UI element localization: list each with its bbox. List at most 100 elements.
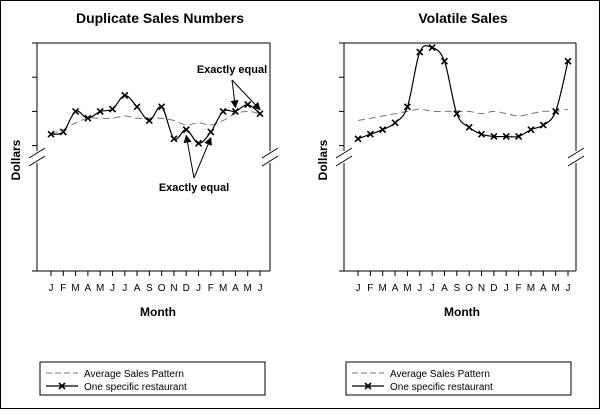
chart-1-restaurant-point xyxy=(170,135,178,143)
chart-2-x-tick-label: J xyxy=(417,283,422,294)
chart-1-x-tick-label: J xyxy=(258,283,263,294)
chart-2-restaurant-point xyxy=(465,123,473,131)
chart-1-ylabel: Dollars xyxy=(9,139,23,180)
chart-2-x-tick-label: M xyxy=(403,283,411,294)
chart-1-axis-break-mark xyxy=(261,155,279,167)
chart-1-xlabel: Month xyxy=(140,305,176,319)
chart-1-axis-break-gap xyxy=(29,151,45,163)
chart-2-restaurant-point xyxy=(490,132,498,141)
chart-2-restaurant-point xyxy=(453,110,461,118)
chart-2-axis-break-mark xyxy=(567,155,585,167)
chart-2-restaurant-point xyxy=(564,57,572,65)
chart-1-restaurant-point xyxy=(231,107,239,115)
chart-1-x-tick-label: J xyxy=(196,283,201,294)
chart-2-x-tick-label: M xyxy=(551,283,559,294)
chart-2-x-tick-label: S xyxy=(453,283,460,294)
chart-1-x-tick-label: F xyxy=(60,283,66,294)
chart-2-x-tick-label: A xyxy=(540,283,547,294)
legend-2-x-marker-icon xyxy=(364,382,372,390)
chart-1-x-tick-label: A xyxy=(232,283,239,294)
chart-1-axis-break-gap xyxy=(262,151,278,163)
chart-1-restaurant-point xyxy=(219,107,227,115)
chart-1-x-tick-label: A xyxy=(85,283,92,294)
chart-1-restaurant-point xyxy=(145,116,153,125)
chart-2-xlabel: Month xyxy=(444,305,480,319)
chart-2-x-tick-label: N xyxy=(478,283,485,294)
chart-2-restaurant-point xyxy=(379,126,387,134)
chart-1-x-tick-label: M xyxy=(244,283,252,294)
chart-2-x-tick-label: O xyxy=(465,283,473,294)
chart-1-x-tick-label: N xyxy=(170,283,177,294)
legend-1-box xyxy=(39,361,266,396)
chart-1-x-tick-label: S xyxy=(146,283,153,294)
chart-2-restaurant-point xyxy=(502,132,510,141)
annotation-exactly-equal-bottom: Exactly equal xyxy=(159,182,229,194)
chart-2-axis-break-mark xyxy=(567,147,585,159)
chart-2-axis-break-gap xyxy=(568,151,584,163)
chart-1-x-tick-label: M xyxy=(219,283,227,294)
chart-1-restaurant-point xyxy=(244,100,252,109)
chart-1-restaurant-point xyxy=(256,110,264,118)
chart-1-x-tick-label: J xyxy=(110,283,115,294)
chart-2-restaurant-point xyxy=(403,103,411,111)
chart-1-restaurant-point xyxy=(133,103,141,111)
chart-2-restaurant-point xyxy=(539,121,547,129)
chart-2-x-tick-label: D xyxy=(490,283,497,294)
chart-1-annotation-arrow xyxy=(231,79,261,111)
chart-1-restaurant-point xyxy=(96,107,104,115)
chart-2-restaurant-point xyxy=(440,57,449,65)
chart-1-title: Duplicate Sales Numbers xyxy=(76,10,244,26)
chart-1-restaurant-point xyxy=(47,130,55,138)
chart-2-restaurant-point xyxy=(527,126,535,134)
chart-1-x-tick-label: J xyxy=(122,283,127,294)
chart-1-x-tick-label: D xyxy=(183,283,190,294)
chart-1-restaurant-point xyxy=(84,114,92,122)
chart-2-x-tick-label: J xyxy=(430,283,435,294)
chart-2-ylabel: Dollars xyxy=(316,139,330,180)
chart-2-restaurant-point xyxy=(477,130,486,138)
chart-2-x-tick-label: F xyxy=(516,283,522,294)
chart-2-title: Volatile Sales xyxy=(418,10,507,26)
chart-2-axis-break-gap xyxy=(336,151,352,163)
chart-1-x-tick-label: O xyxy=(158,283,166,294)
chart-1-x-tick-label: J xyxy=(49,283,54,294)
legend-2-restaurant-label: One specific restaurant xyxy=(390,382,493,393)
chart-2-restaurant-point xyxy=(552,107,560,115)
chart-1-annotation-arrow xyxy=(183,134,195,179)
chart-2-x-tick-label: A xyxy=(392,283,399,294)
chart-2-x-tick-label: J xyxy=(504,283,509,294)
chart-2-restaurant-point xyxy=(366,130,374,138)
legend-1-avg-label: Average Sales Pattern xyxy=(84,369,184,380)
chart-2-restaurant-point xyxy=(428,43,436,52)
chart-1-restaurant-point xyxy=(72,107,80,115)
chart-2-x-tick-label: M xyxy=(379,283,387,294)
chart-1-annotation-arrow xyxy=(193,136,212,179)
chart-1-x-tick-label: M xyxy=(71,283,79,294)
chart-2-x-tick-label: F xyxy=(367,283,373,294)
chart-1-restaurant-point xyxy=(59,128,67,136)
legend-2: Average Sales Pattern One specific resta… xyxy=(345,361,572,396)
chart-2-restaurant-point xyxy=(354,135,362,143)
chart-2-x-tick-label: J xyxy=(566,283,571,294)
chart-1-x-tick-label: A xyxy=(134,283,141,294)
chart-1-axis-break-mark xyxy=(28,155,46,167)
chart-2-x-tick-label: M xyxy=(527,283,535,294)
chart-1-axis-break-mark xyxy=(261,147,279,159)
chart-1-restaurant-point xyxy=(207,128,215,136)
legend-2-box xyxy=(345,361,572,396)
legend-1-restaurant-label: One specific restaurant xyxy=(84,382,187,393)
chart-1-restaurant-point xyxy=(108,105,117,113)
chart-2-axis-break-mark xyxy=(335,155,353,167)
legend-1-x-marker-icon xyxy=(58,382,66,390)
chart-2-axis-break-mark xyxy=(335,147,353,159)
chart-1-x-tick-label: M xyxy=(96,283,104,294)
legend-2-avg-label: Average Sales Pattern xyxy=(390,369,490,380)
chart-2-restaurant-point xyxy=(515,132,523,141)
chart-1-annotation-arrow xyxy=(230,79,239,109)
legend-1: Average Sales Pattern One specific resta… xyxy=(39,361,266,396)
annotation-exactly-equal-top: Exactly equal xyxy=(197,64,267,76)
chart-1-restaurant-point xyxy=(121,91,129,100)
